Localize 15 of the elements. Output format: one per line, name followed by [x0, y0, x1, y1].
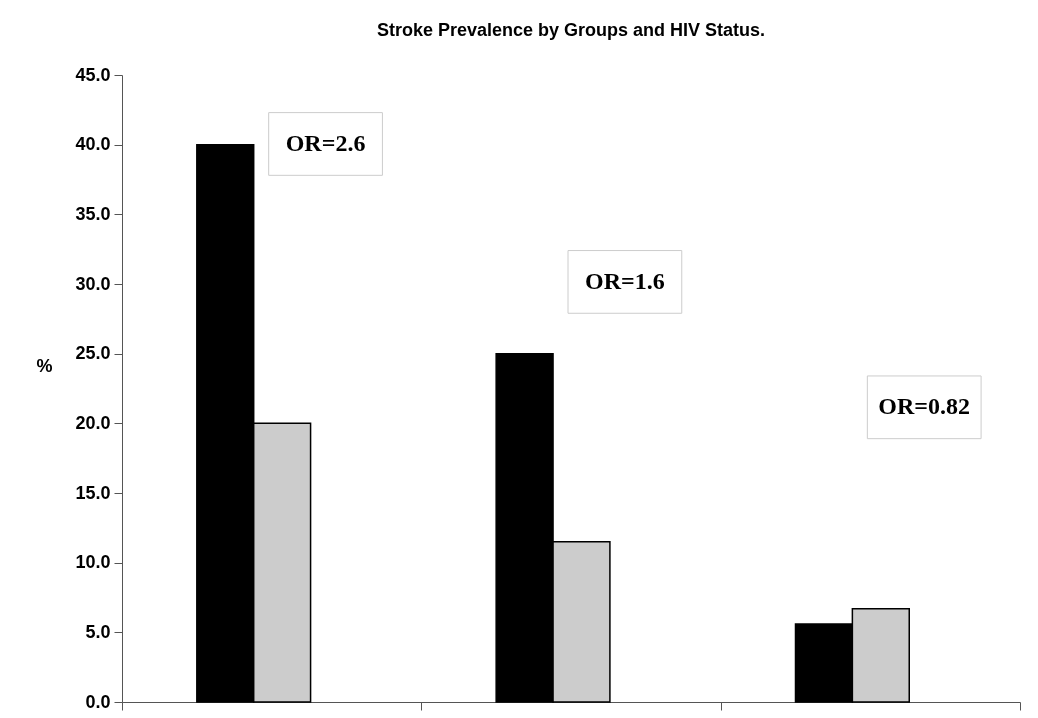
y-tick-label: 30.0: [75, 273, 111, 294]
y-tick-label: 35.0: [75, 203, 111, 224]
y-tick-label: 25.0: [75, 343, 111, 364]
chart-title: Stroke Prevalence by Groups and HIV Status.: [376, 20, 766, 40]
annotation: OR=2.6: [285, 129, 366, 156]
annotation: OR=0.82: [878, 393, 971, 420]
y-tick-label: 10.0: [75, 552, 111, 573]
y-tick-label: 5.0: [85, 621, 111, 642]
y-tick-label: 45.0: [75, 64, 111, 85]
y-axis-title: %: [36, 355, 53, 376]
y-tick-label: 15.0: [75, 482, 111, 503]
y-tick-label: 0.0: [85, 691, 111, 712]
annotation: OR=1.6: [585, 267, 665, 294]
y-tick-label: 40.0: [75, 134, 111, 155]
y-tick-label: 20.0: [75, 412, 111, 433]
